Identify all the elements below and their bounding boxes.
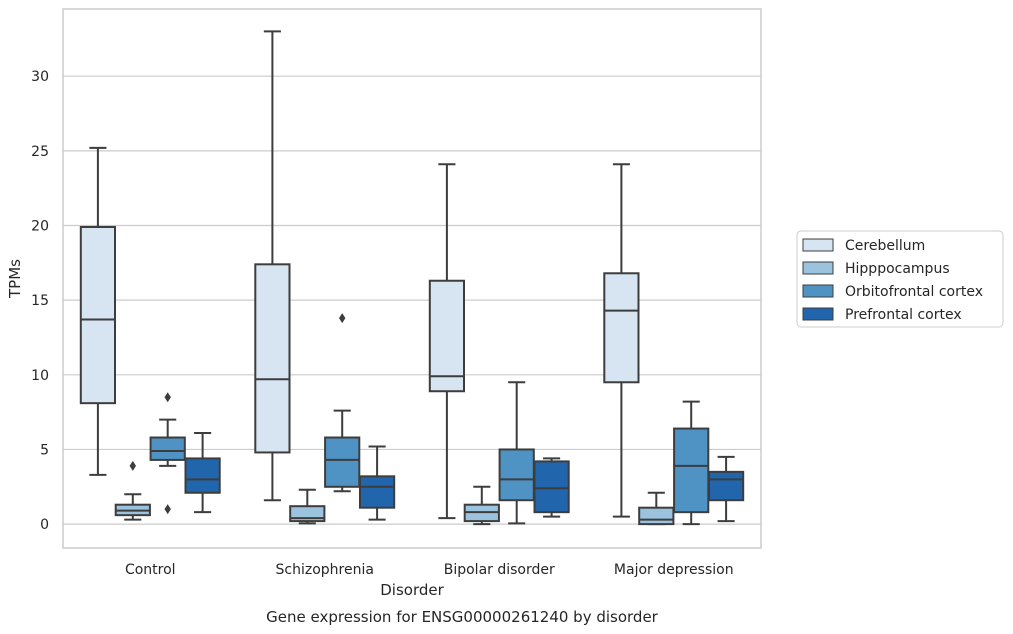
outlier-point [164,392,171,403]
legend-label: Orbitofrontal cortex [845,284,983,300]
box-iqr [184,457,221,494]
y-tick-label: 25 [31,144,49,160]
box-iqr [79,225,117,405]
legend-label: Hipppocampus [845,261,950,277]
box-prefrontal-cortex [358,445,396,521]
box-iqr [673,427,710,514]
box-iqr [254,263,291,454]
box-prefrontal-cortex [184,432,221,514]
box-cerebellum [603,163,640,518]
box-cerebellum [428,163,466,520]
box-iqr [533,460,570,514]
box-hipppocampus [463,485,500,526]
y-tick-labels: 0 5 10 15 20 25 30 [31,69,49,533]
legend-label: Prefrontal cortex [845,307,962,323]
box-cerebellum [254,30,291,502]
category-labels: Control Schizophrenia Bipolar disorder Majo… [125,562,734,578]
box-hipppocampus [114,460,151,521]
category-label: Bipolar disorder [444,562,555,578]
legend-label: Cerebellum [845,238,925,254]
plot-frame [62,8,762,549]
y-tick-label: 10 [31,368,49,384]
y-tick-label: 5 [40,442,49,458]
x-axis-label: Disorder [380,581,444,599]
y-axis-label: TPMs [6,259,24,299]
category-label: Schizophrenia [276,562,374,578]
box-iqr [324,436,361,488]
box-iqr [358,475,396,509]
y-tick-label: 30 [31,69,49,85]
y-tick-label: 0 [40,517,49,533]
box-orbitofrontal-cortex [324,313,361,493]
legend-swatch [802,261,834,275]
box-iqr [428,279,466,393]
outlier-point [164,504,171,515]
box-iqr [149,436,186,461]
legend-swatch [802,238,834,252]
box-prefrontal-cortex [707,455,745,523]
box-iqr [638,506,675,526]
category-label: Major depression [614,562,734,578]
box-cerebellum [79,146,117,476]
box-orbitofrontal-cortex [673,400,710,526]
y-tick-label: 20 [31,218,49,234]
box-hipppocampus [638,491,675,526]
legend-swatch [802,307,834,321]
legend-frame [796,230,1004,328]
box-hipppocampus [289,488,326,525]
outlier-point [339,313,346,324]
category-label: Control [125,562,176,578]
y-tick-label: 15 [31,293,49,309]
chart-caption: Gene expression for ENSG00000261240 by d… [266,608,659,626]
box-orbitofrontal-cortex [149,392,186,515]
box-iqr [498,448,535,502]
boxes-layer [79,30,745,526]
box-orbitofrontal-cortex [498,381,535,525]
box-iqr [707,470,745,502]
legend: Cerebellum Hipppocampus Orbitofrontal cort… [796,230,1004,328]
outlier-point [129,460,136,471]
box-prefrontal-cortex [533,457,570,518]
box-iqr [603,272,640,384]
legend-swatch [802,284,834,298]
